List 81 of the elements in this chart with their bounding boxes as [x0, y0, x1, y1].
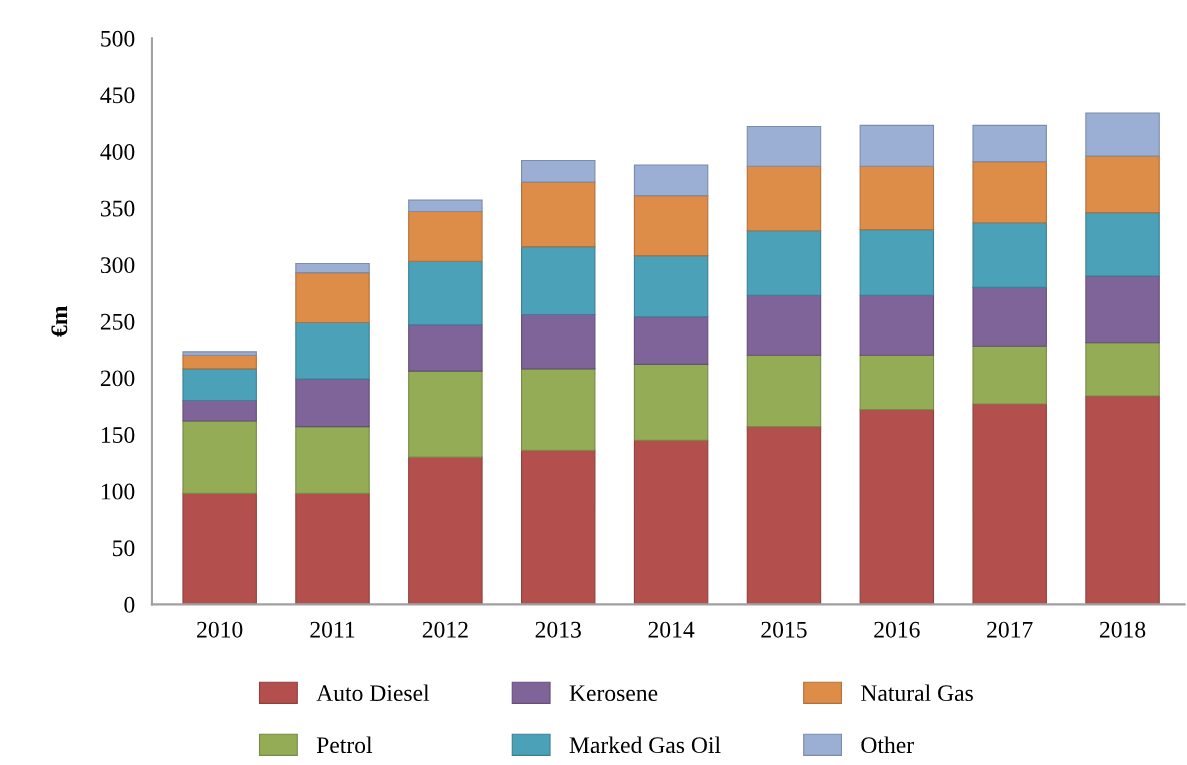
legend-label: Marked Gas Oil [569, 736, 721, 754]
y-tick-label: 350 [100, 200, 135, 217]
bar [295, 378, 370, 428]
bar [1085, 342, 1160, 397]
x-tick-label: 2014 [648, 621, 695, 638]
x-tick-label: 2016 [874, 621, 920, 638]
legend-label: Kerosene [569, 685, 658, 702]
bar [408, 456, 483, 605]
bar [182, 420, 257, 494]
y-tick-label: 300 [100, 257, 135, 274]
bar [182, 354, 257, 370]
x-tick-label: 2010 [197, 621, 243, 638]
y-tick-label: 50 [113, 540, 135, 557]
bar [408, 210, 483, 262]
legend-label: Petrol [316, 736, 373, 754]
bar [1085, 395, 1160, 605]
y-tick-label: 100 [101, 483, 135, 500]
x-tick-label: 2017 [987, 621, 1033, 638]
x-tick-label: 2013 [535, 621, 581, 638]
bar [746, 126, 822, 167]
bar [295, 492, 370, 605]
y-axis-title: €m [51, 305, 68, 337]
bar [859, 165, 935, 231]
bar [633, 439, 709, 605]
bar [972, 222, 1047, 288]
y-tick-label: 0 [124, 596, 135, 613]
bar [521, 368, 596, 451]
bar [859, 124, 935, 167]
bar [859, 229, 935, 296]
bar [295, 272, 370, 323]
bar [1085, 112, 1160, 157]
bar [521, 159, 596, 183]
bar [972, 161, 1047, 224]
bar [521, 313, 596, 370]
bar [746, 354, 822, 428]
x-tick-label: 2011 [310, 621, 355, 638]
y-tick-label: 500 [101, 30, 135, 47]
bar [746, 230, 822, 296]
bar [1085, 212, 1160, 277]
bar [182, 492, 257, 605]
bar [746, 165, 822, 232]
bar [182, 399, 257, 422]
bar [1085, 155, 1160, 214]
bar [633, 316, 709, 365]
bar [521, 449, 596, 605]
y-tick-label: 200 [100, 370, 135, 387]
x-tick-label: 2018 [1099, 621, 1146, 638]
bar [295, 321, 370, 380]
bar [633, 164, 709, 197]
bar [859, 294, 935, 356]
legend-label: Other [861, 736, 914, 754]
bar [972, 286, 1047, 347]
bar [408, 324, 483, 372]
bar [295, 263, 370, 274]
bar [408, 199, 483, 213]
bar [633, 363, 709, 441]
bar [972, 403, 1047, 605]
x-tick-label: 2015 [761, 621, 807, 638]
bar [1085, 275, 1160, 344]
bar [521, 246, 596, 316]
bar [746, 426, 822, 605]
legend-label: Auto Diesel [316, 684, 430, 702]
y-tick-label: 250 [100, 313, 135, 330]
bar [972, 345, 1047, 405]
x-tick-label: 2012 [422, 621, 468, 638]
bar [182, 368, 257, 402]
y-tick-label: 450 [100, 87, 135, 104]
legend-label: Natural Gas [861, 684, 973, 702]
y-tick-label: 400 [100, 143, 135, 160]
bar [859, 354, 935, 411]
bar [182, 351, 257, 356]
bar [295, 426, 370, 494]
bar [408, 260, 483, 326]
y-tick-label: 150 [101, 427, 135, 443]
bar [633, 195, 709, 257]
bar [633, 255, 709, 318]
bar [859, 409, 935, 605]
bar [972, 124, 1047, 163]
bar [746, 294, 822, 356]
bar [408, 370, 483, 458]
bar [521, 181, 596, 248]
